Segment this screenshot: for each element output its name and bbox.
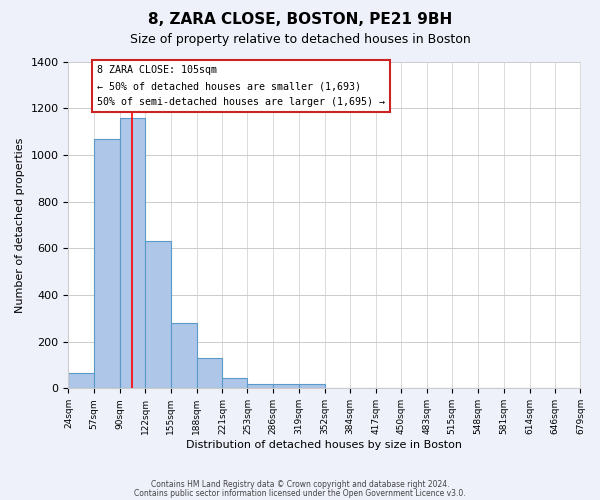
Text: Contains public sector information licensed under the Open Government Licence v3: Contains public sector information licen…: [134, 488, 466, 498]
Bar: [145, 242, 171, 388]
X-axis label: Distribution of detached houses by size in Boston: Distribution of detached houses by size …: [187, 440, 463, 450]
Bar: [247, 384, 273, 388]
Text: 8 ZARA CLOSE: 105sqm
← 50% of detached houses are smaller (1,693)
50% of semi-de: 8 ZARA CLOSE: 105sqm ← 50% of detached h…: [97, 66, 385, 106]
Text: Contains HM Land Registry data © Crown copyright and database right 2024.: Contains HM Land Registry data © Crown c…: [151, 480, 449, 489]
Bar: [223, 378, 247, 388]
Bar: [120, 118, 145, 388]
Y-axis label: Number of detached properties: Number of detached properties: [15, 137, 25, 312]
Bar: [94, 138, 120, 388]
Text: Size of property relative to detached houses in Boston: Size of property relative to detached ho…: [130, 32, 470, 46]
Text: 8, ZARA CLOSE, BOSTON, PE21 9BH: 8, ZARA CLOSE, BOSTON, PE21 9BH: [148, 12, 452, 28]
Bar: [299, 384, 325, 388]
Bar: [68, 373, 94, 388]
Bar: [273, 384, 299, 388]
Bar: [171, 323, 197, 388]
Bar: [197, 358, 223, 388]
